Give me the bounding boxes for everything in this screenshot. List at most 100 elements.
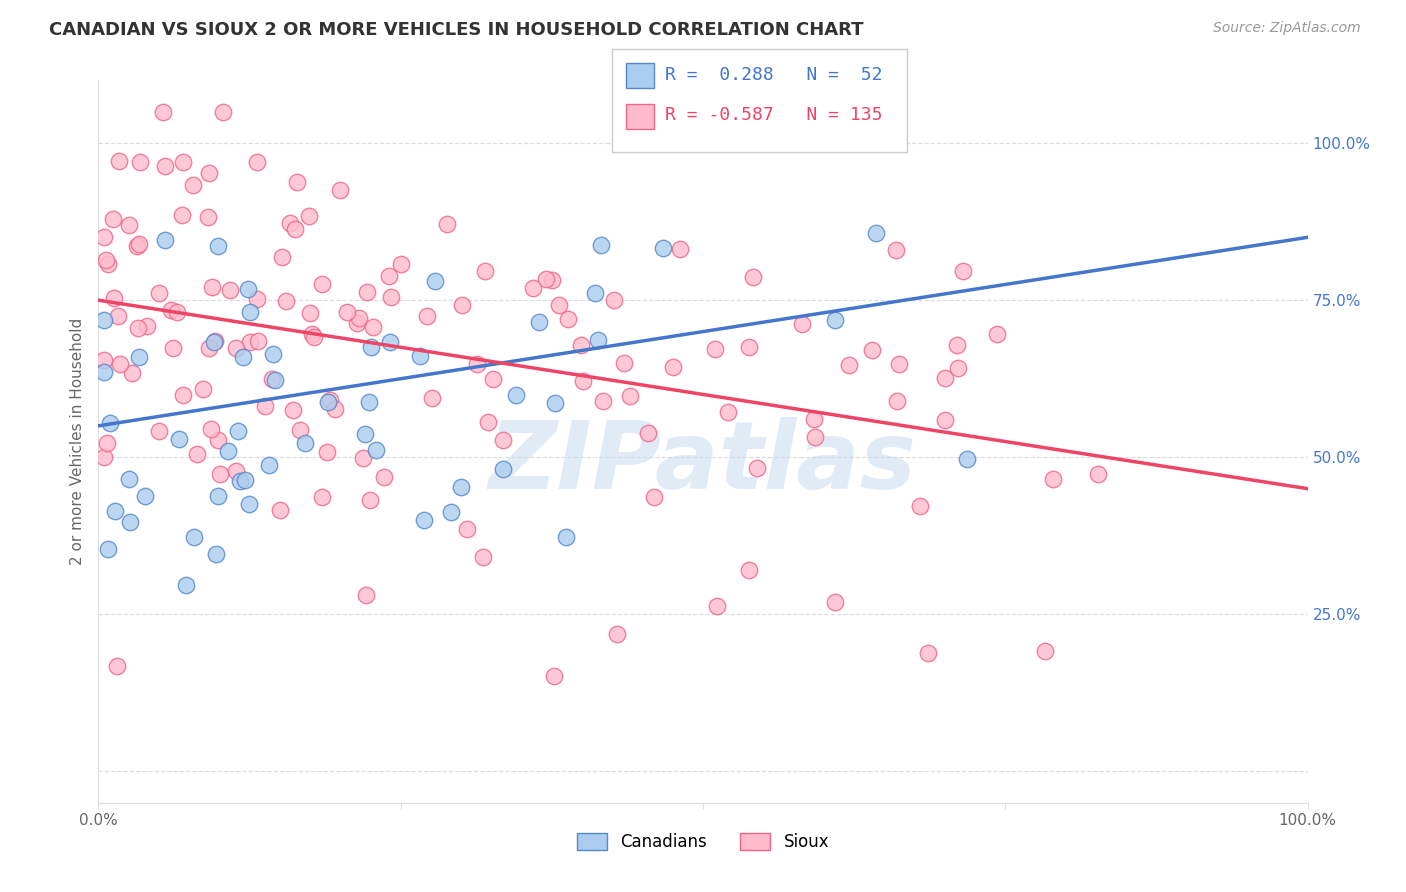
Point: [96, 542, 118, 557]
Point: [316, 395, 339, 409]
Point: [803, 412, 825, 426]
Point: [311, 490, 333, 504]
Point: [747, 461, 769, 475]
Point: [456, 522, 478, 536]
Point: [233, 473, 256, 487]
Point: [281, 403, 304, 417]
Point: [572, 374, 595, 388]
Point: [294, 435, 316, 450]
Point: [166, 305, 188, 319]
Point: [543, 669, 565, 683]
Point: [128, 350, 150, 364]
Point: [239, 335, 262, 350]
Point: [134, 489, 156, 503]
Point: [643, 490, 665, 504]
Point: [201, 279, 224, 293]
Point: [436, 217, 458, 231]
Point: [884, 243, 907, 257]
Point: [742, 269, 765, 284]
Point: [269, 502, 291, 516]
Point: [491, 461, 513, 475]
Point: [96, 436, 118, 450]
Point: [360, 340, 382, 354]
Point: [450, 479, 472, 493]
Point: [254, 399, 277, 413]
Point: [172, 208, 194, 222]
Point: [155, 233, 177, 247]
Point: [569, 338, 592, 352]
Point: [606, 626, 628, 640]
Point: [257, 458, 280, 472]
Point: [477, 415, 499, 429]
Point: [583, 286, 606, 301]
Point: [228, 424, 250, 438]
Text: CANADIAN VS SIOUX 2 OR MORE VEHICLES IN HOUSEHOLD CORRELATION CHART: CANADIAN VS SIOUX 2 OR MORE VEHICLES IN …: [49, 21, 863, 39]
Point: [917, 646, 939, 660]
Text: R = -0.587   N = 135: R = -0.587 N = 135: [665, 106, 883, 124]
Point: [148, 424, 170, 438]
Point: [354, 588, 377, 602]
Point: [378, 334, 401, 349]
Point: [952, 264, 974, 278]
Point: [264, 373, 287, 387]
Point: [824, 312, 846, 326]
Point: [262, 372, 284, 386]
Point: [619, 389, 641, 403]
Point: [555, 530, 578, 544]
Point: [207, 489, 229, 503]
Point: [153, 160, 176, 174]
Point: [329, 182, 352, 196]
Point: [908, 499, 931, 513]
Point: [246, 292, 269, 306]
Point: [118, 515, 141, 529]
Point: [425, 274, 447, 288]
Point: [790, 317, 813, 331]
Point: [172, 155, 194, 169]
Point: [738, 563, 761, 577]
Point: [225, 341, 247, 355]
Point: [167, 432, 190, 446]
Point: [359, 492, 381, 507]
Point: [865, 226, 887, 240]
Point: [389, 257, 412, 271]
Point: [336, 305, 359, 319]
Point: [323, 401, 346, 416]
Point: [661, 360, 683, 375]
Point: [651, 241, 673, 255]
Point: [118, 472, 141, 486]
Point: [288, 423, 311, 437]
Point: [377, 269, 399, 284]
Point: [152, 104, 174, 119]
Point: [838, 358, 860, 372]
Point: [94, 253, 117, 268]
Point: [200, 422, 222, 436]
Point: [373, 470, 395, 484]
Point: [804, 430, 827, 444]
Point: [738, 340, 761, 354]
Point: [301, 326, 323, 341]
Point: [100, 416, 122, 430]
Point: [492, 433, 515, 447]
Point: [136, 318, 159, 333]
Point: [298, 209, 321, 223]
Point: [104, 504, 127, 518]
Text: ZIPatlas: ZIPatlas: [489, 417, 917, 509]
Point: [284, 222, 307, 236]
Point: [247, 334, 270, 348]
Point: [93, 353, 115, 368]
Point: [239, 304, 262, 318]
Point: [364, 442, 387, 457]
Point: [108, 357, 131, 371]
Point: [505, 388, 527, 402]
Point: [474, 263, 496, 277]
Point: [93, 450, 115, 465]
Point: [193, 383, 215, 397]
Point: [1042, 472, 1064, 486]
Point: [246, 155, 269, 169]
Point: [603, 293, 626, 308]
Point: [547, 298, 569, 312]
Point: [93, 313, 115, 327]
Point: [669, 242, 692, 256]
Legend: Canadians, Sioux: Canadians, Sioux: [572, 828, 834, 856]
Point: [285, 175, 308, 189]
